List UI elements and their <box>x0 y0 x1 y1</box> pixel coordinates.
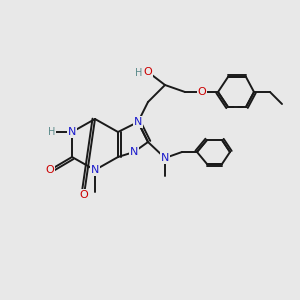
Text: N: N <box>130 147 138 157</box>
Text: O: O <box>46 165 54 175</box>
Text: N: N <box>161 153 169 163</box>
Text: O: O <box>80 190 88 200</box>
Text: O: O <box>198 87 206 97</box>
Text: N: N <box>134 117 142 127</box>
Text: N: N <box>91 165 99 175</box>
Text: O: O <box>144 67 152 77</box>
Text: H: H <box>48 127 56 137</box>
Text: H: H <box>135 68 143 78</box>
Text: N: N <box>68 127 76 137</box>
